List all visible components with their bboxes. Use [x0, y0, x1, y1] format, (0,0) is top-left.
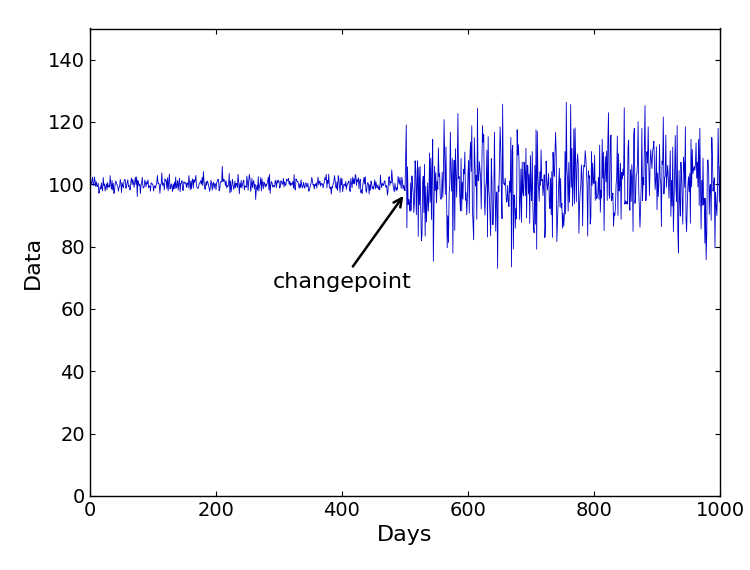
Text: changepoint: changepoint — [273, 198, 412, 291]
Y-axis label: Data: Data — [22, 235, 43, 289]
X-axis label: Days: Days — [377, 526, 433, 545]
